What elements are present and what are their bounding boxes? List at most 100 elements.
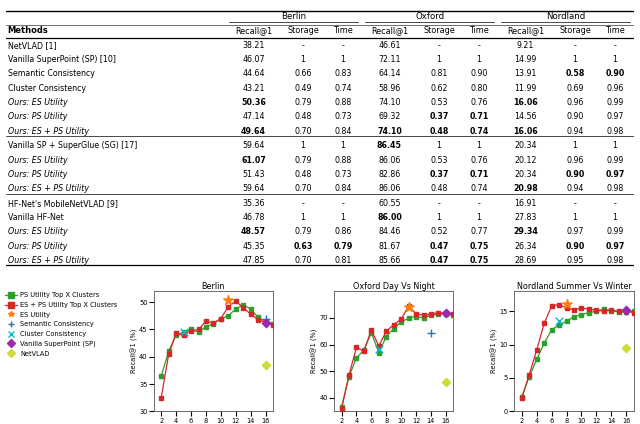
Text: 59.64: 59.64	[243, 141, 265, 150]
Text: 0.95: 0.95	[566, 256, 584, 265]
Text: 0.70: 0.70	[294, 256, 312, 265]
Point	[403, 304, 413, 310]
Text: 0.47: 0.47	[429, 242, 449, 251]
Text: Storage: Storage	[287, 26, 319, 35]
Text: 0.76: 0.76	[470, 156, 488, 165]
Text: 1: 1	[340, 141, 346, 150]
Text: 85.66: 85.66	[378, 256, 401, 265]
Text: 0.88: 0.88	[335, 98, 351, 107]
Text: -: -	[573, 41, 577, 50]
Text: 0.70: 0.70	[294, 184, 312, 193]
Text: 0.90: 0.90	[566, 112, 584, 122]
Point	[223, 297, 234, 304]
Text: 0.76: 0.76	[470, 98, 488, 107]
Text: 0.74: 0.74	[334, 84, 352, 93]
Text: -: -	[477, 41, 481, 50]
Text: 86.06: 86.06	[378, 156, 401, 165]
Y-axis label: Recall@1 (%): Recall@1 (%)	[131, 329, 138, 374]
Text: 0.84: 0.84	[334, 184, 352, 193]
Text: 13.91: 13.91	[515, 70, 537, 78]
Text: 86.06: 86.06	[378, 184, 401, 193]
Text: 0.74: 0.74	[469, 127, 489, 136]
Text: 0.81: 0.81	[334, 256, 352, 265]
Text: Ours: ES + PS Utility: Ours: ES + PS Utility	[8, 256, 89, 265]
Text: 0.48: 0.48	[294, 170, 312, 179]
Text: 0.80: 0.80	[470, 84, 488, 93]
Text: 0.97: 0.97	[605, 242, 625, 251]
Text: -: -	[342, 199, 344, 208]
Text: 0.98: 0.98	[606, 256, 623, 265]
Text: Storage: Storage	[559, 26, 591, 35]
Text: 0.79: 0.79	[294, 228, 312, 237]
Text: 1: 1	[477, 55, 481, 64]
Text: 74.10: 74.10	[377, 127, 402, 136]
Text: 0.86: 0.86	[334, 228, 352, 237]
Text: 14.56: 14.56	[514, 112, 537, 122]
Text: Ours: PS Utility: Ours: PS Utility	[8, 112, 67, 122]
Text: 0.90: 0.90	[605, 70, 625, 78]
Text: Vanilla HF-Net: Vanilla HF-Net	[8, 213, 63, 222]
Text: 0.74: 0.74	[470, 184, 488, 193]
Text: 0.97: 0.97	[606, 112, 624, 122]
Text: 69.32: 69.32	[378, 112, 401, 122]
Text: 0.49: 0.49	[294, 84, 312, 93]
Text: 0.96: 0.96	[566, 98, 584, 107]
Y-axis label: Recall@1 (%): Recall@1 (%)	[310, 329, 318, 374]
Text: 1: 1	[477, 141, 481, 150]
Point	[441, 309, 451, 316]
Text: 1: 1	[612, 55, 618, 64]
Text: 84.46: 84.46	[378, 228, 401, 237]
Text: 1: 1	[572, 141, 577, 150]
Text: Vanilla SuperPoint (SP) [10]: Vanilla SuperPoint (SP) [10]	[8, 55, 116, 64]
Text: 0.99: 0.99	[606, 156, 623, 165]
Text: 0.96: 0.96	[566, 156, 584, 165]
Text: 0.98: 0.98	[606, 184, 623, 193]
Text: Ours: PS Utility: Ours: PS Utility	[8, 170, 67, 179]
Title: Oxford Day Vs Night: Oxford Day Vs Night	[353, 282, 435, 290]
Text: Storage: Storage	[423, 26, 455, 35]
Text: 0.69: 0.69	[566, 84, 584, 93]
Text: -: -	[614, 41, 616, 50]
Text: 0.94: 0.94	[566, 127, 584, 136]
Text: 46.07: 46.07	[243, 55, 265, 64]
Point	[441, 379, 451, 385]
Point	[260, 320, 271, 326]
Text: 0.75: 0.75	[469, 242, 489, 251]
Text: 86.45: 86.45	[377, 141, 402, 150]
Text: 0.83: 0.83	[334, 70, 352, 78]
Point	[179, 329, 189, 336]
Text: 0.48: 0.48	[294, 112, 312, 122]
Title: Nordland Summer Vs Winter: Nordland Summer Vs Winter	[516, 282, 631, 290]
Text: 0.97: 0.97	[566, 228, 584, 237]
Text: 1: 1	[340, 55, 346, 64]
Text: 1: 1	[436, 141, 442, 150]
Text: 0.53: 0.53	[430, 156, 447, 165]
Text: Nordland: Nordland	[546, 12, 585, 21]
Text: -: -	[614, 199, 616, 208]
Text: 1: 1	[572, 55, 577, 64]
Text: 26.34: 26.34	[514, 242, 537, 251]
Text: 1: 1	[340, 213, 346, 222]
Legend: PS Utility Top X Clusters, ES + PS Utility Top X Clusters, ES Utility, Semantic : PS Utility Top X Clusters, ES + PS Utili…	[5, 292, 117, 357]
Text: Ours: ES + PS Utility: Ours: ES + PS Utility	[8, 127, 89, 136]
Text: 0.73: 0.73	[334, 170, 352, 179]
Text: 20.34: 20.34	[514, 170, 537, 179]
Text: 0.88: 0.88	[335, 156, 351, 165]
Text: Semantic Consistency: Semantic Consistency	[8, 70, 95, 78]
Text: 0.37: 0.37	[429, 112, 449, 122]
Text: 47.85: 47.85	[243, 256, 265, 265]
Text: 14.99: 14.99	[515, 55, 536, 64]
Text: 1: 1	[300, 55, 305, 64]
Text: Recall@1: Recall@1	[371, 26, 408, 35]
Text: 44.64: 44.64	[243, 70, 265, 78]
Text: NetVLAD [1]: NetVLAD [1]	[8, 41, 56, 50]
Text: 0.79: 0.79	[294, 156, 312, 165]
Text: 0.63: 0.63	[293, 242, 312, 251]
Text: 16.06: 16.06	[513, 127, 538, 136]
Text: Ours: ES + PS Utility: Ours: ES + PS Utility	[8, 184, 89, 193]
Text: 0.73: 0.73	[334, 112, 352, 122]
Text: 82.86: 82.86	[378, 170, 401, 179]
Text: Cluster Consistency: Cluster Consistency	[8, 84, 86, 93]
Text: 20.34: 20.34	[514, 141, 537, 150]
Text: -: -	[477, 199, 481, 208]
